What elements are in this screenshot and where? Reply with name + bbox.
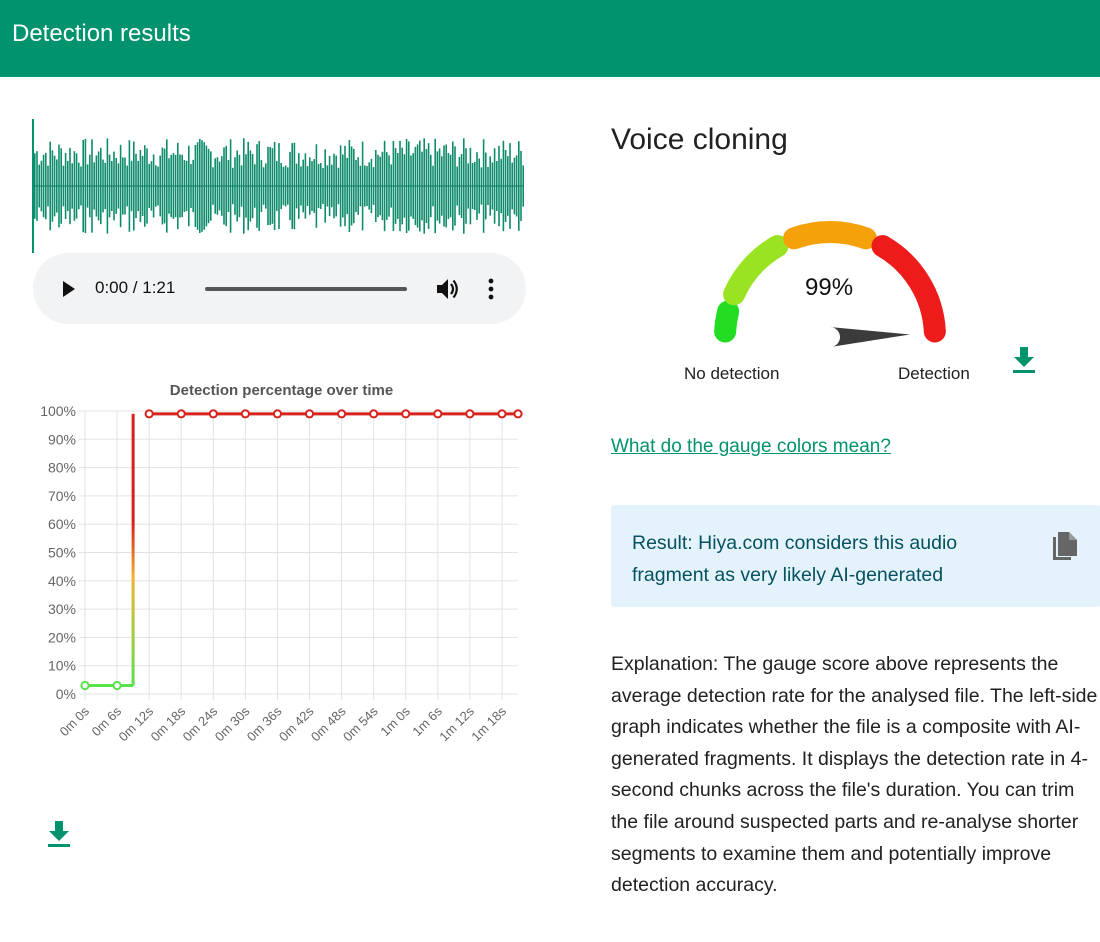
data-point <box>513 409 523 419</box>
copy-icon[interactable] <box>1051 531 1079 563</box>
data-point <box>144 409 154 419</box>
data-point <box>208 409 218 419</box>
data-point <box>112 680 122 691</box>
series-line-rise <box>131 413 135 686</box>
section-title: Voice cloning <box>611 123 788 156</box>
gauge-label-no-detection: No detection <box>684 364 780 383</box>
data-point <box>240 409 250 419</box>
x-tick-label: 1m 12s <box>436 703 477 744</box>
x-tick-label: 1m 18s <box>468 703 509 744</box>
x-tick-label: 0m 42s <box>276 703 317 744</box>
data-point <box>465 409 475 419</box>
x-tick-label: 0m 18s <box>148 703 189 744</box>
gauge-segment-green <box>714 300 740 343</box>
left-panel: 0:00 / 1:21 Detection percentage over ti… <box>0 77 560 942</box>
data-point <box>304 409 315 419</box>
x-tick-label: 0m 36s <box>244 703 285 744</box>
detection-gauge <box>714 221 946 347</box>
x-tick-label: 1m 0s <box>377 703 413 739</box>
gauge-value: 99% <box>805 274 854 301</box>
x-tick-label: 0m 0s <box>56 703 92 739</box>
y-tick-label: 60% <box>48 516 76 532</box>
header-bar: Detection results <box>0 0 1100 77</box>
data-point <box>336 409 347 419</box>
x-tick-label: 0m 12s <box>116 703 157 744</box>
y-tick-label: 90% <box>48 431 76 447</box>
y-tick-label: 10% <box>48 658 76 674</box>
y-tick-label: 80% <box>48 460 76 476</box>
gauge-colors-link[interactable]: What do the gauge colors mean? <box>611 436 891 457</box>
download-icon[interactable] <box>48 821 70 849</box>
playhead <box>32 119 34 253</box>
gauge-segment-red <box>871 235 946 343</box>
data-point <box>401 409 411 419</box>
result-alert: Result: Hiya.com considers this audio fr… <box>611 505 1100 607</box>
x-tick-label: 0m 30s <box>212 703 253 744</box>
data-point <box>80 680 90 691</box>
y-tick-label: 40% <box>48 573 76 589</box>
x-tick-label: 0m 54s <box>340 703 381 744</box>
volume-icon[interactable] <box>435 276 461 302</box>
data-point <box>433 409 443 419</box>
data-point <box>369 409 379 419</box>
detection-chart: Detection percentage over time 0% 10% 20% 30… <box>40 382 523 744</box>
seek-bar[interactable] <box>205 287 407 291</box>
y-tick-label: 0% <box>56 686 76 702</box>
data-point <box>272 409 283 419</box>
gauge-segment-lime <box>723 235 789 306</box>
gauge-needle <box>829 327 910 347</box>
play-icon[interactable] <box>63 281 75 297</box>
x-tick-label: 0m 24s <box>180 703 221 744</box>
page-title: Detection results <box>12 20 191 47</box>
chart-title: Detection percentage over time <box>170 382 393 399</box>
download-icon[interactable] <box>1013 347 1035 375</box>
y-tick-label: 30% <box>48 601 76 617</box>
more-vert-icon[interactable] <box>481 277 501 301</box>
x-tick-label: 0m 48s <box>308 703 349 744</box>
explanation-text: Explanation: The gauge score above repre… <box>611 653 1098 897</box>
gauge-segment-orange <box>783 221 877 250</box>
y-tick-label: 70% <box>48 488 76 504</box>
y-tick-label: 20% <box>48 629 76 645</box>
data-point <box>497 409 507 419</box>
gauge-label-detection: Detection <box>898 364 970 383</box>
audio-waveform[interactable] <box>32 119 528 253</box>
time-display: 0:00 / 1:21 <box>95 278 176 297</box>
right-panel: Voice cloning 99% No detection Detection… <box>560 77 1100 942</box>
data-point <box>176 409 186 419</box>
result-text: Result: Hiya.com considers this audio fr… <box>632 532 958 586</box>
y-tick-label: 100% <box>40 403 76 419</box>
audio-player: 0:00 / 1:21 <box>33 253 526 324</box>
y-tick-label: 50% <box>48 545 76 561</box>
